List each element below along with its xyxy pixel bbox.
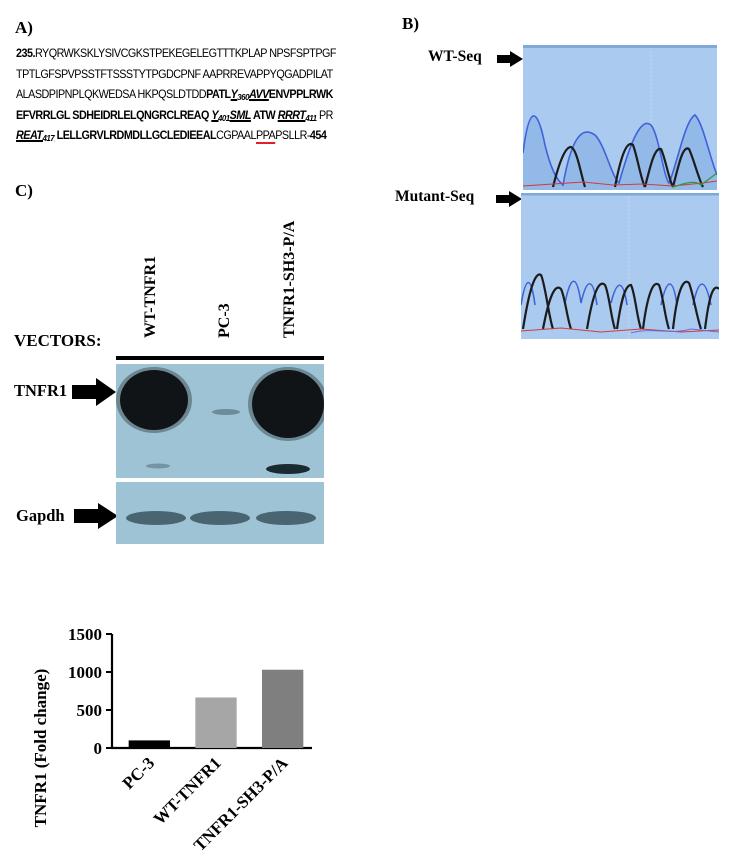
gapdh-arrow-icon [74,503,118,529]
chart-bar [195,697,237,748]
ppa-motif-red-underline: PPA [255,129,276,142]
tnfr1-band-pc3 [212,409,240,415]
mutant-seq-arrow-icon [496,191,522,207]
gapdh-band-sh3 [256,511,316,525]
wt-chromatogram [523,45,717,190]
lane-label-tnfr1-sh3-pa: TNFR1-SH3-P/A [281,220,298,338]
tnfr1-blot [116,364,324,478]
tnfr1-arrow-icon [72,378,116,406]
sequence-text: PR [316,108,333,122]
sequence-line-3: ALASDPIPNPLQKWEDSA HKPQSLDTDDPATLY360AVV… [16,85,381,106]
chart-bar [128,740,170,748]
motif-position: 417 [42,133,55,143]
chart-x-tick-label: PC-3 [119,753,158,792]
sequence-bold: EFVRRLGL SDHEIDRLELQNGRCLREAQ [16,108,212,122]
sequence-bold: LELLGRVLRDMDLLGCLEDIEEAL [54,129,217,142]
gapdh-band-pc3 [190,511,250,525]
sequence-text: ALASDPIPNPLQKWEDSA HKPQSLDTDD [16,88,207,101]
vectors-label: VECTORS: [14,331,102,350]
motif-residue: RRRT [277,108,306,122]
wt-trace-plot [523,45,717,190]
sequence-line-4: EFVRRLGL SDHEIDRLELQNGRCLREAQ Y401SML AT… [16,106,381,127]
sequence-bold: ATW [250,108,278,122]
motif-position: 401 [217,112,230,123]
gapdh-band-wt [126,511,186,525]
chart-bars [128,669,304,748]
motif-residue: Y [230,88,238,101]
mutant-seq-label: Mutant-Seq [395,188,475,205]
panel-label-b: B) [402,14,419,33]
tnfr1-band-wt [120,370,188,430]
sequence-line-1: 235.RYQRWKSKLYSIVCGKSTPEKEGELEGTTTKPLAP … [16,44,381,65]
chart-y-tick-label: 0 [94,739,103,758]
tnfr1-lower-band-sh3 [266,464,310,474]
motif-y360: Y360AVV [230,88,270,102]
tnfr1-blot-bands [116,367,324,474]
chart-y-ticks: 0 500 1000 1500 [68,625,112,758]
chart-bar [262,669,304,748]
sequence-text: PSLLR- [275,129,310,142]
mutant-chromatogram [521,193,719,339]
motif-residue: AVV [248,88,269,101]
sequence-line-2: TPTLGFSPVPSSTFTSSSTYTPGDCPNF AAPRREVAPPY… [16,65,381,86]
sequence-bold: PATL [206,88,231,101]
lane-label-wt-tnfr1: WT-TNFR1 [142,255,159,338]
motif-y401: Y401SML [211,108,252,123]
wt-seq-label: WT-Seq [428,48,482,65]
chart-y-axis-label: TNFR1 (Fold change) [31,669,50,828]
motif-residue: REAT [16,129,43,142]
sequence-text: RYQRWKSKLYSIVCGKSTPEKEGELEGTTTKPLAP NPSF… [34,47,337,60]
panel-label-a: A) [15,18,33,37]
gapdh-blot-label: Gapdh [16,506,65,525]
motif-residue: SML [229,108,252,122]
sequence-end-number: 454 [309,129,327,142]
sequence-line-5: REAT417 LELLGRVLRDMDLLGCLEDIEEALCGPAALPP… [16,126,381,147]
motif-reat417: REAT417 [16,129,55,143]
panel-label-c: C) [15,181,33,200]
chart-y-tick-label: 1000 [68,663,102,682]
sequence-text: CGPAAL [216,129,256,142]
motif-rrrt411: RRRT411 [277,108,317,123]
sequence-start-number: 235. [16,47,35,60]
wt-seq-arrow-icon [497,51,523,67]
chart-y-tick-label: 500 [77,701,103,720]
sequence-bold: ENVPPLRWK [268,88,334,101]
gapdh-blot [116,482,324,544]
motif-residue: Y [211,108,218,122]
tnfr1-band-sh3 [252,370,324,438]
motif-position: 360 [237,92,249,102]
chart-y-tick-label: 1500 [68,625,102,644]
lane-label-pc3: PC-3 [216,303,233,338]
mutant-trace-plot [521,193,719,339]
motif-position: 411 [305,112,317,123]
gapdh-blot-bands [126,511,316,525]
tnfr1-blot-label: TNFR1 [14,381,68,400]
vectors-underline [116,356,324,360]
sequence-text: TPTLGFSPVPSSTFTSSSTYTPGDCPNF AAPRREVAPPY… [16,67,333,81]
protein-sequence: 235.RYQRWKSKLYSIVCGKSTPEKEGELEGTTTKPLAP … [16,44,381,147]
